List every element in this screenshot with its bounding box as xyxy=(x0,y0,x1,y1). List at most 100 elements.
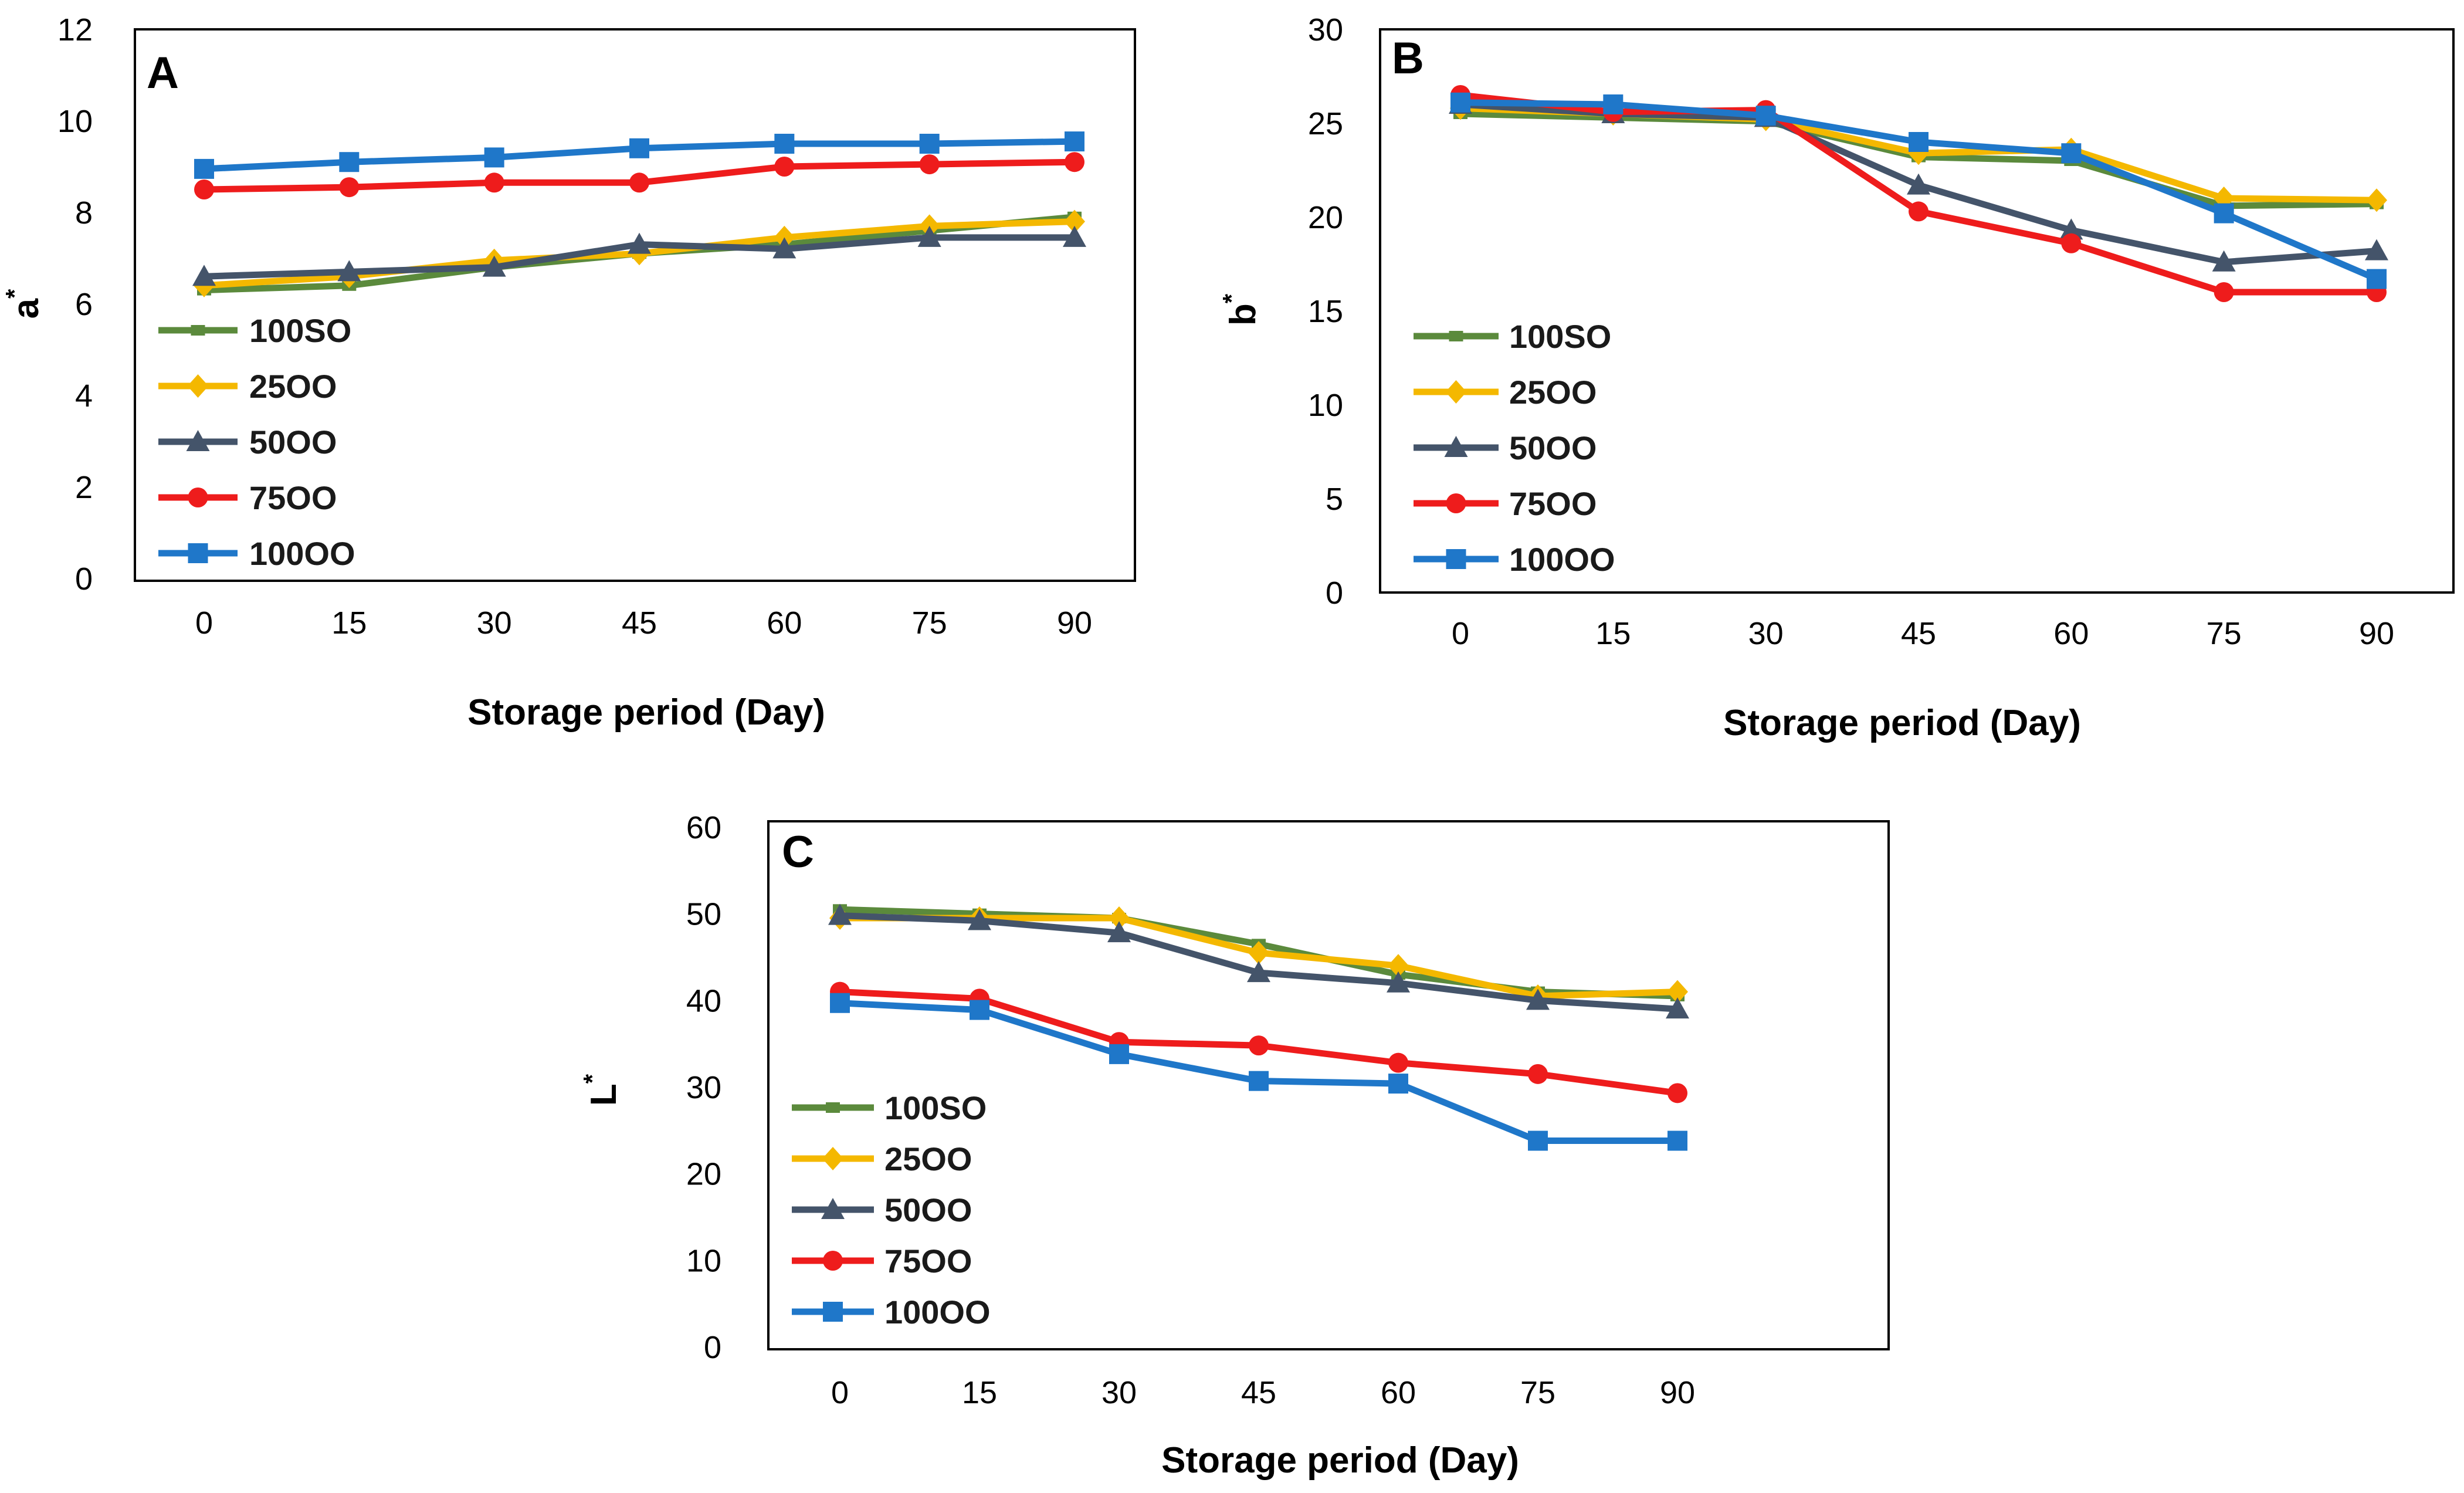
legend-marker xyxy=(822,1147,843,1170)
y-tick-label: 0 xyxy=(704,1330,721,1365)
data-point xyxy=(1908,141,1929,165)
legend-item: 75OO xyxy=(792,1243,972,1279)
legend-label: 25OO xyxy=(249,368,337,405)
y-tick-label: 40 xyxy=(686,983,721,1018)
data-point xyxy=(1907,173,1930,195)
x-tick-label: 0 xyxy=(831,1375,849,1410)
data-point xyxy=(1107,921,1131,943)
data-point xyxy=(1247,961,1270,983)
legend-label: 25OO xyxy=(884,1140,972,1177)
panel-letter: C xyxy=(782,827,814,877)
x-tick-label: 45 xyxy=(1241,1375,1276,1410)
legend-marker xyxy=(187,374,209,398)
y-tick-label: 0 xyxy=(75,561,93,597)
y-tick-label: 0 xyxy=(1326,575,1343,611)
legend-item: 100OO xyxy=(1414,541,1615,578)
legend-label: 100OO xyxy=(1509,541,1615,578)
x-tick-label: 30 xyxy=(477,605,512,641)
y-tick-label: 60 xyxy=(686,810,721,845)
legend-item: 100SO xyxy=(792,1089,987,1126)
y-axis-label: a* xyxy=(1,289,46,319)
data-point xyxy=(1109,906,1130,930)
data-point xyxy=(1064,209,1085,233)
data-point xyxy=(194,158,214,179)
x-tick-label: 90 xyxy=(1660,1375,1695,1410)
data-point xyxy=(482,255,506,277)
y-axis-label-superscript: * xyxy=(578,1074,606,1084)
x-tick-label: 15 xyxy=(331,605,367,641)
x-tick-label: 60 xyxy=(2053,616,2089,651)
x-tick-label: 30 xyxy=(1748,616,1784,651)
legend-label: 50OO xyxy=(1509,429,1597,466)
legend: 100SO 25OO 50OO 75OO 100OO xyxy=(158,312,355,572)
data-point xyxy=(1065,131,1084,152)
y-axis-label-main: L xyxy=(584,1084,624,1106)
data-point xyxy=(774,157,795,177)
legend-label: 75OO xyxy=(249,479,337,516)
data-point xyxy=(1909,132,1929,152)
legend-item: 100SO xyxy=(158,312,351,349)
y-tick-label: 30 xyxy=(686,1070,721,1105)
legend-label: 50OO xyxy=(884,1191,972,1228)
y-axis-label-main: a xyxy=(6,298,46,319)
data-point xyxy=(1528,1064,1548,1084)
series-50oo xyxy=(828,903,1689,1019)
legend-marker xyxy=(1445,380,1467,404)
legend-marker xyxy=(826,1102,840,1113)
data-point xyxy=(968,909,991,930)
legend-label: 25OO xyxy=(1509,374,1597,411)
legend-item: 100OO xyxy=(792,1294,991,1331)
x-tick-label: 45 xyxy=(622,605,657,641)
y-tick-label: 10 xyxy=(1308,388,1343,423)
data-point xyxy=(2061,233,2082,253)
data-point xyxy=(1388,1052,1408,1073)
x-tick-label: 0 xyxy=(1452,616,1469,651)
y-tick-label: 12 xyxy=(57,12,93,48)
data-point xyxy=(1109,1044,1129,1064)
data-point xyxy=(828,903,852,925)
data-point xyxy=(2059,218,2083,240)
data-point xyxy=(1603,94,1624,114)
legend-item: 25OO xyxy=(792,1140,972,1177)
legend: 100SO 25OO 50OO 75OO 100OO xyxy=(1414,318,1615,578)
data-point xyxy=(2061,143,2082,164)
data-point xyxy=(917,225,941,247)
data-point xyxy=(919,154,940,175)
x-axis-label: Storage period (Day) xyxy=(1161,1440,1519,1481)
plot-frame xyxy=(134,28,1136,582)
data-point xyxy=(2214,203,2234,224)
data-point xyxy=(629,172,649,193)
legend-label: 100SO xyxy=(1509,318,1611,355)
y-tick-label: 30 xyxy=(1308,12,1343,48)
data-point xyxy=(339,177,360,198)
y-axis-label-main: b xyxy=(1223,303,1263,326)
panel-letter: A xyxy=(147,48,179,98)
x-tick-label: 15 xyxy=(962,1375,997,1410)
legend-item: 25OO xyxy=(158,368,337,405)
legend-label: 75OO xyxy=(884,1243,972,1279)
x-tick-label: 75 xyxy=(912,605,947,641)
data-point xyxy=(2367,269,2387,289)
legend-marker xyxy=(1444,436,1468,457)
x-axis-label: Storage period (Day) xyxy=(467,692,825,733)
x-tick-label: 60 xyxy=(767,605,802,641)
data-point xyxy=(629,138,649,158)
data-point xyxy=(1387,971,1410,993)
x-tick-label: 90 xyxy=(2359,616,2394,651)
data-point xyxy=(1667,1083,1687,1103)
data-point xyxy=(1249,1035,1269,1056)
data-point xyxy=(628,232,651,254)
legend-item: 50OO xyxy=(792,1191,972,1228)
y-axis-label: L* xyxy=(578,1074,624,1106)
series-100oo xyxy=(1450,92,2387,289)
plot-frame xyxy=(1379,28,2455,594)
chart-panel-a: 0 2 4 6 8 10 12 0 15 30 45 60 75 90 Storage period (Da… xyxy=(1,12,1136,733)
data-point xyxy=(1450,92,1470,113)
y-axis-label-superscript: * xyxy=(1218,293,1245,303)
data-point xyxy=(1667,1130,1687,1151)
data-point xyxy=(339,152,360,172)
legend-marker xyxy=(823,1302,843,1322)
data-point xyxy=(484,172,504,193)
series-50oo xyxy=(192,225,1086,286)
data-point xyxy=(194,180,214,199)
